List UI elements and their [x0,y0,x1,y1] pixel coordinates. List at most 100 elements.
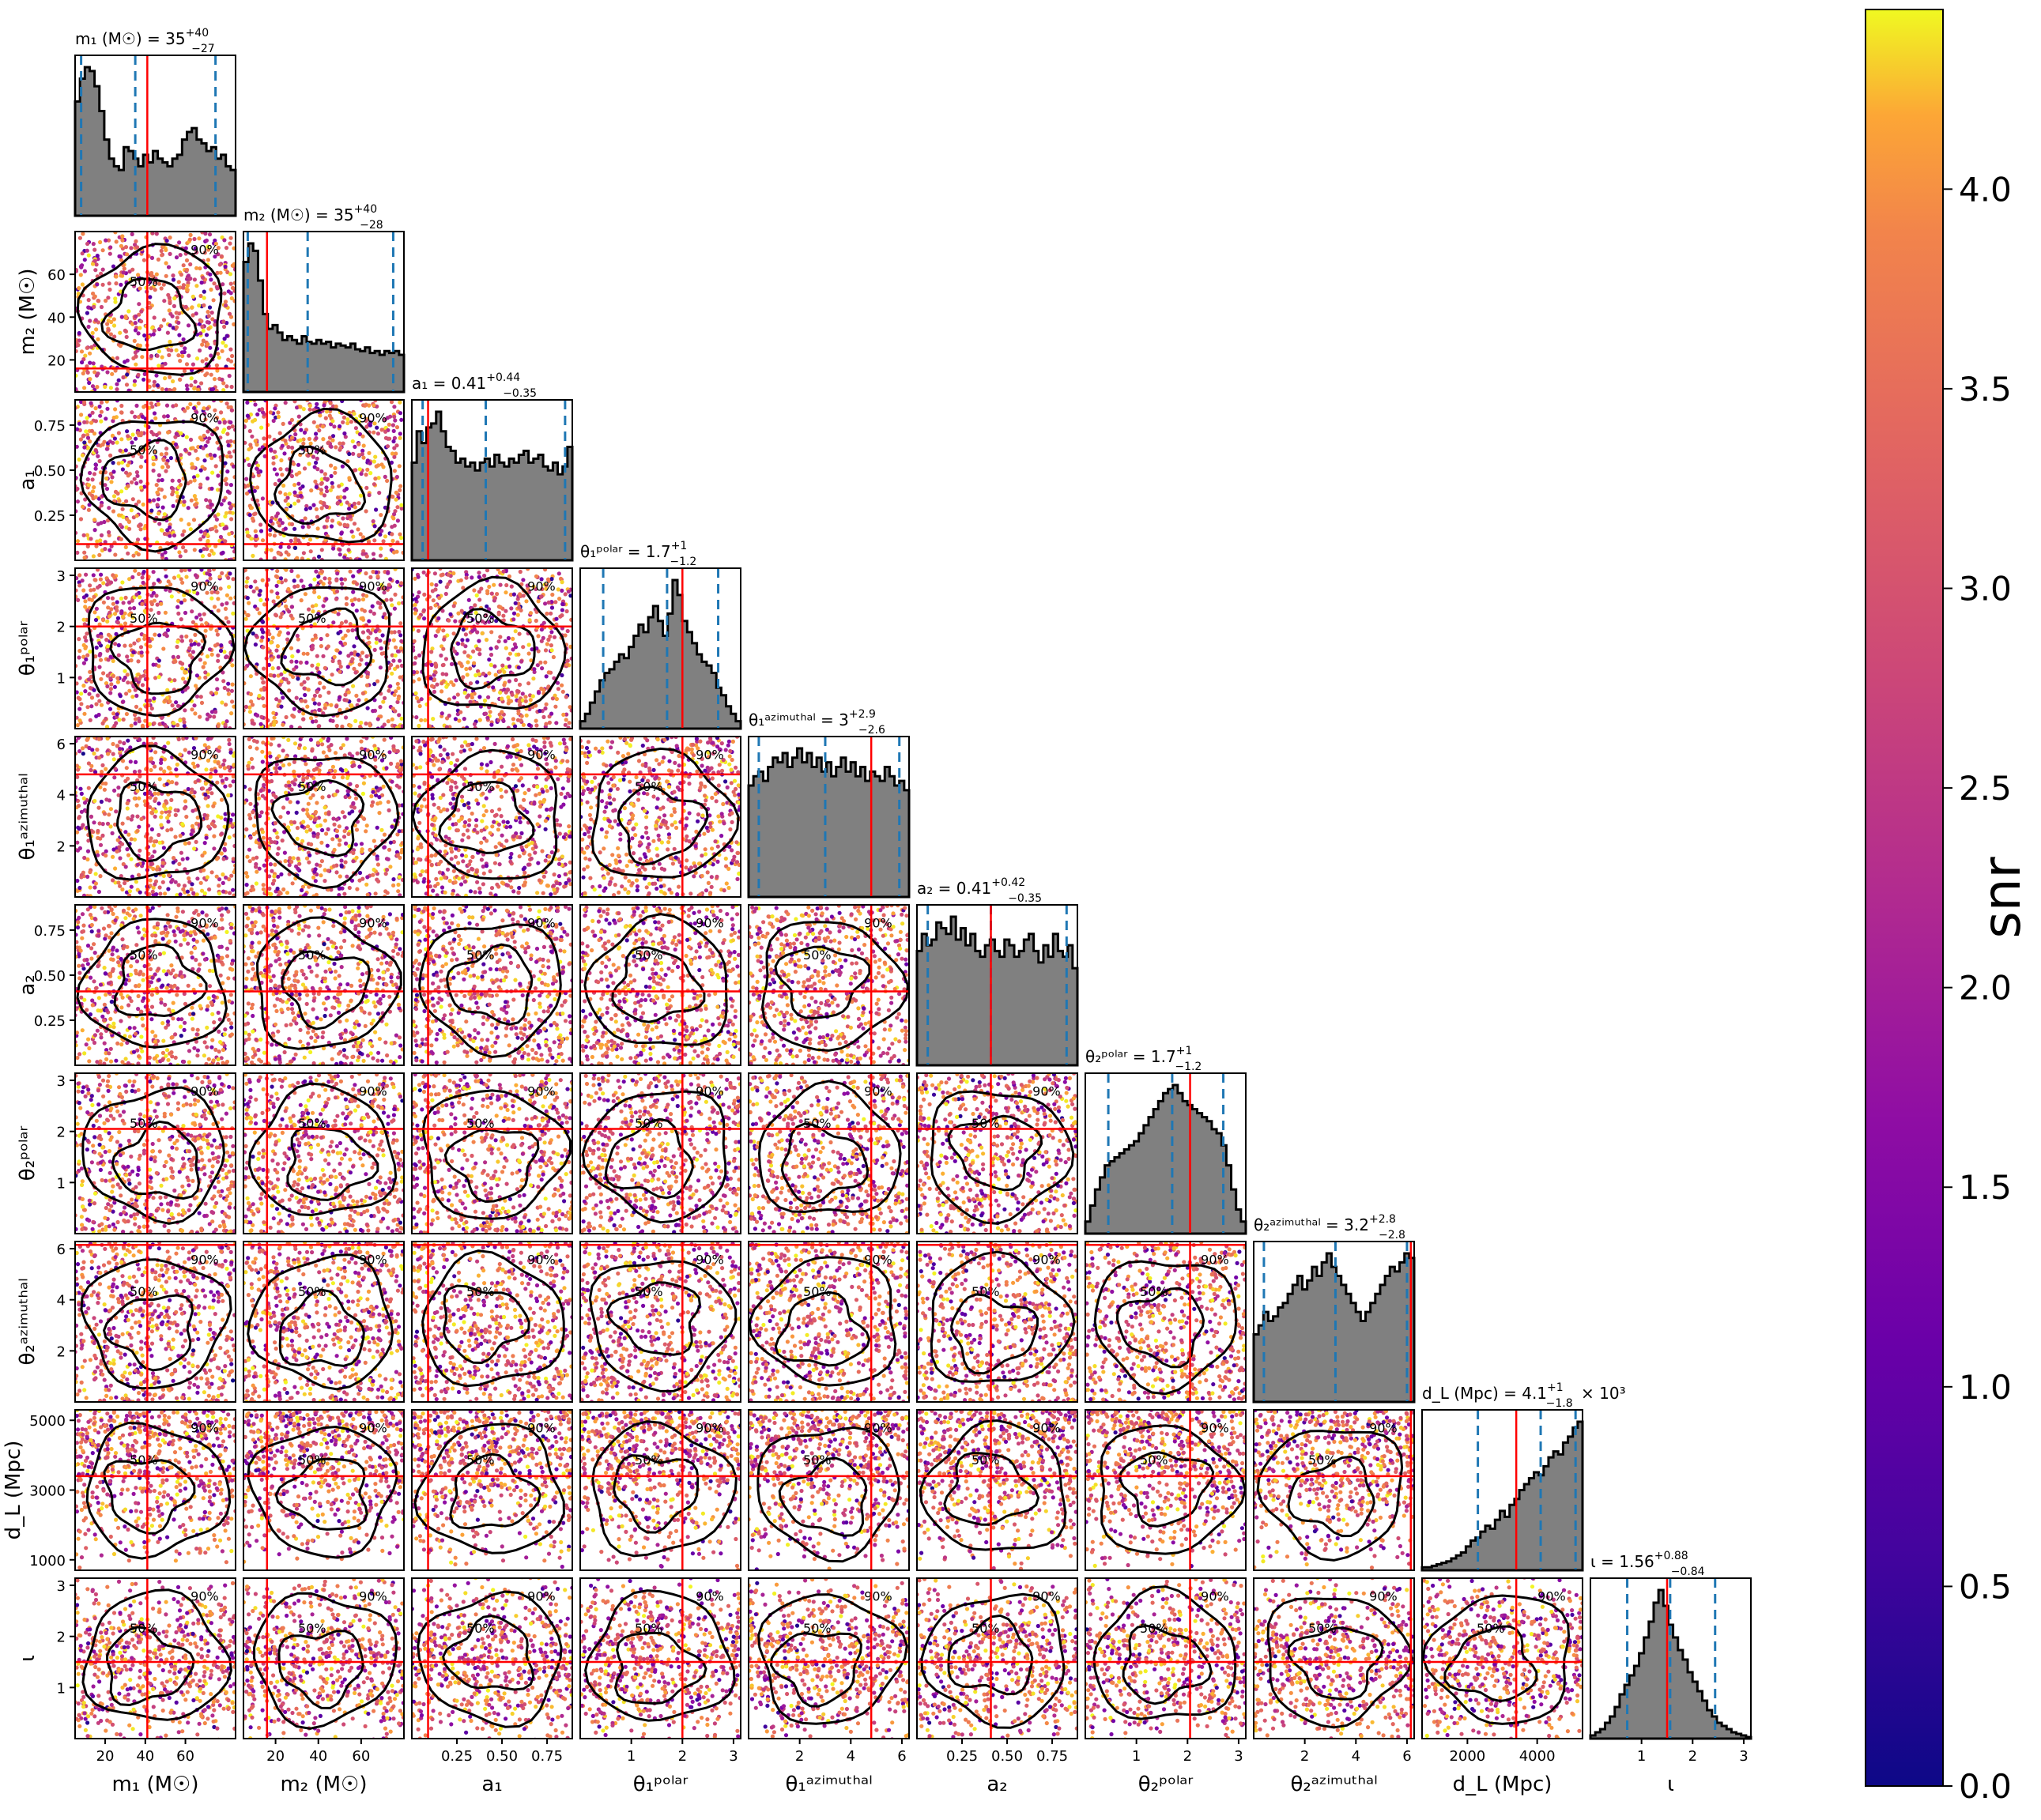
x-tick-label: 0.75 [531,1748,563,1765]
scatter-frame [579,1409,741,1571]
contour-label-90: 90% [191,410,219,425]
x-tick-label: 1 [627,1748,636,1765]
contour-50 [943,1452,1040,1526]
scatter-frame [916,1241,1078,1403]
y-tick-label: 6 [57,1242,66,1258]
contour-90 [254,756,400,890]
scatter-panel-theta2az-vs-theta1polar: 90% 50% [579,1241,741,1403]
contour-label-50: 50% [1477,1621,1505,1636]
contour-90 [581,1090,727,1224]
scatter-panel-iota-vs-dL: 90% 50% [1421,1577,1583,1739]
colorbar-tick-label: 1.0 [1959,1368,2012,1407]
x-tick-label: 2 [795,1748,804,1765]
contour-50 [770,1632,863,1708]
contour-50 [270,778,365,857]
contour-50 [947,1614,1034,1696]
contour-label-50: 50% [803,1621,832,1636]
contour-label-90: 90% [359,578,387,593]
contour-90 [1256,1430,1404,1562]
contour-label-90: 90% [696,915,724,930]
scatter-frame [411,1577,573,1739]
histogram-panel-theta2az: θ₂ᵃᶻⁱᵐᵘᵗʰᵃˡ = 3.2+2.8 −2.8 [1252,1213,1416,1404]
contour-90 [1093,1260,1238,1396]
contour-label-50: 50% [466,611,495,626]
x-axis-label-theta1polar: θ₁ᵖᵒˡᵃʳ [633,1773,689,1796]
x-tick-label: 6 [1402,1748,1411,1765]
contour-label-90: 90% [696,1588,724,1603]
contour-50 [273,445,367,525]
contour-label-90: 90% [527,1420,556,1435]
contour-90 [757,1080,902,1213]
contour-90 [756,1426,901,1563]
contour-90 [417,1590,563,1728]
scatter-frame [411,1409,573,1571]
contour-label-50: 50% [130,274,158,289]
histogram-title-iota: ι = 1.56+0.88 −0.84 [1590,1550,1705,1578]
y-axis-label-m2: m₂ (M☉) [16,268,40,355]
scatter-frame [411,1241,573,1403]
contour-label-90: 90% [191,242,219,257]
x-tick-label: 20 [266,1748,285,1765]
contour-90 [255,916,402,1050]
y-tick-label: 1 [57,1175,66,1192]
contour-50 [947,1114,1043,1192]
histogram-theta1polar [579,578,742,730]
contour-50 [277,1630,364,1709]
scatter-panel-a2-vs-theta1polar: 90% 50% [579,904,741,1066]
y-axis-label-iota: ι [16,1655,40,1662]
scatter-frame [74,231,236,393]
contour-label-50: 50% [130,1621,158,1636]
contour-label-90: 90% [696,747,724,762]
contour-50 [443,1284,530,1365]
contour-label-90: 90% [527,578,556,593]
histogram-frame-m2 [243,231,405,393]
contour-label-50: 50% [298,1453,326,1468]
histogram-frame-theta2polar [1085,1072,1247,1234]
contour-50 [774,945,871,1019]
contour-90 [418,923,562,1059]
contour-label-90: 90% [864,915,892,930]
colorbar: 0.0 0.5 1.0 1.5 2.0 2.5 3.0 3.5 4.0 snr [1865,9,2032,1806]
scatter-panel-a1-vs-m2: 90% 50% [243,399,405,561]
scatter-frame [74,904,236,1066]
scatter-panel-dL-vs-m2: 90% 50% [243,1409,405,1571]
scatter-panel-iota-vs-theta1polar: 90% 50% [579,1577,741,1739]
x-tick-label: 2000 [1449,1748,1485,1765]
scatter-points [243,400,404,560]
histogram-frame-iota [1590,1577,1752,1739]
contour-90 [76,243,223,376]
contour-50 [604,1117,694,1200]
y-tick-label: 2 [57,838,66,855]
scatter-frame [74,399,236,561]
x-tick-label: 60 [352,1748,370,1765]
contour-label-90: 90% [864,1420,892,1435]
contour-label-90: 90% [1537,1588,1566,1603]
y-tick-label: 6 [57,737,66,753]
colorbar-tick-label: 4.0 [1959,170,2012,209]
contour-90 [920,1592,1066,1729]
scatter-frame [1253,1409,1415,1571]
contour-label-90: 90% [1201,1588,1229,1603]
scatter-points [243,1410,404,1564]
colorbar-label: snr [1971,856,2032,938]
contour-90 [748,1256,897,1387]
scatter-points [580,1410,741,1570]
x-tick-label: 0.25 [441,1748,473,1765]
contour-90 [590,747,740,879]
contour-90 [757,1593,908,1725]
contour-label-50: 50% [466,1621,495,1636]
contour-label-50: 50% [130,443,158,458]
contour-label-50: 50% [971,1453,1000,1468]
contour-label-50: 50% [130,1284,158,1299]
contour-label-50: 50% [803,948,832,963]
contour-90 [247,1253,394,1391]
histogram-title-m2: m₂ (M☉) = 35+40 −28 [243,203,383,232]
contour-label-90: 90% [1369,1420,1398,1435]
y-tick-label: 4 [57,788,66,804]
contour-90 [79,420,224,553]
contour-label-90: 90% [1032,1420,1061,1435]
contour-90 [413,1422,565,1554]
histogram-frame-dL [1421,1409,1583,1571]
x-axis-label-m1: m₁ (M☉) [111,1773,198,1796]
